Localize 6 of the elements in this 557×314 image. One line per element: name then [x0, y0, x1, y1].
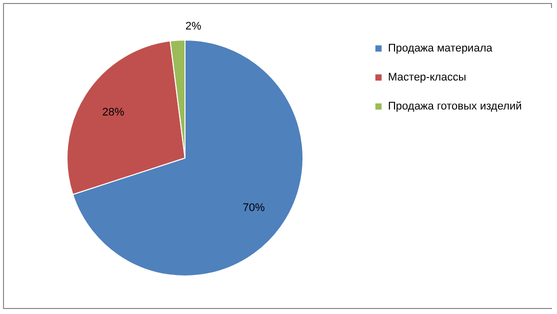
data-label: 70%: [242, 202, 265, 214]
legend-label: Мастер-классы: [388, 72, 466, 84]
data-label: 28%: [102, 106, 124, 118]
legend-label: Продажа готовых изделий: [388, 100, 522, 112]
data-label: 2%: [185, 20, 202, 32]
legend-label: Продажа материала: [388, 42, 494, 54]
